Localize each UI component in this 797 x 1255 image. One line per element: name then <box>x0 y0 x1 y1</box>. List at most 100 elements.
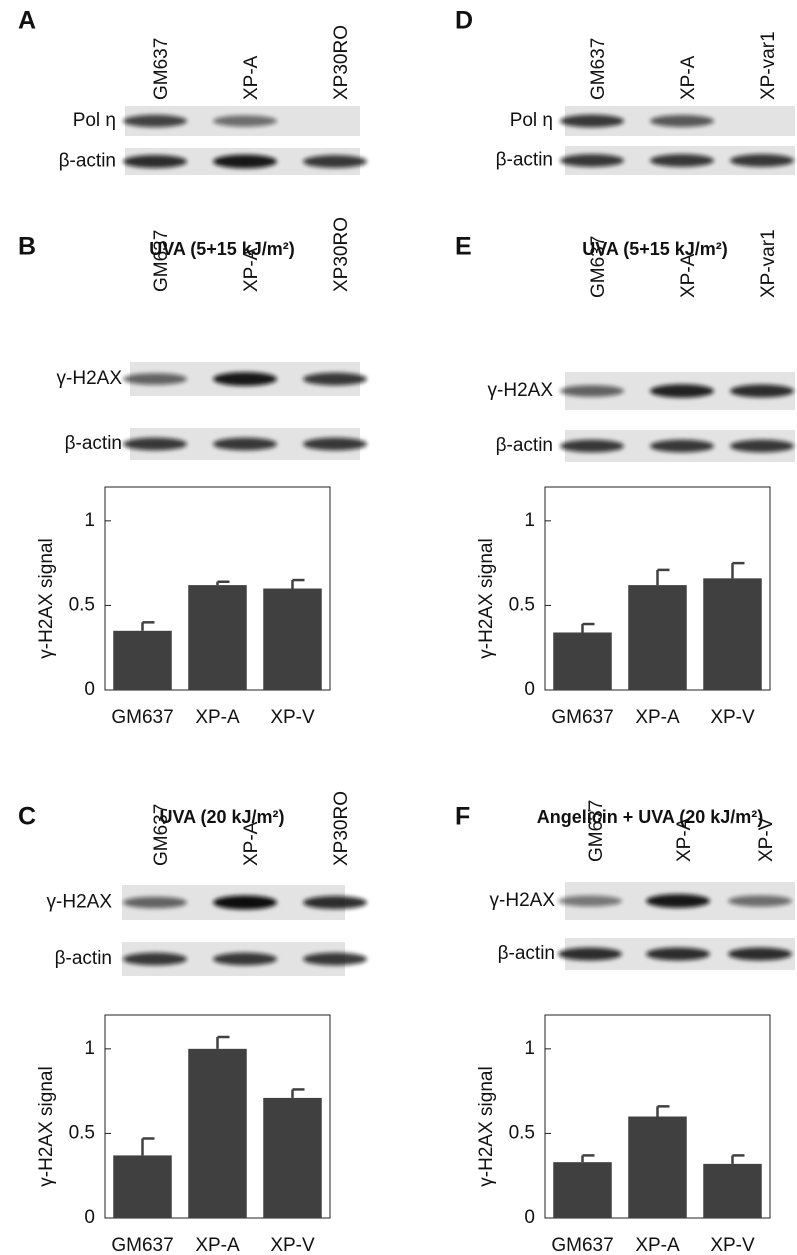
y-tick-label: 1 <box>84 510 95 531</box>
blot-band <box>303 895 367 910</box>
x-tick-label: XP-A <box>195 1235 240 1255</box>
error-bar <box>291 578 305 589</box>
blot-band <box>123 896 187 909</box>
y-axis-label: γ-H2AX signal <box>36 1066 57 1186</box>
bar <box>263 1097 322 1218</box>
blot-band <box>213 154 277 169</box>
error-bar <box>216 1035 230 1049</box>
lane-label: GM637 <box>151 38 172 100</box>
bar <box>113 1155 172 1218</box>
blot-band <box>730 384 794 398</box>
blot-band <box>213 952 277 966</box>
blot-band <box>123 952 187 966</box>
bar <box>188 585 247 690</box>
error-bar <box>141 1137 155 1156</box>
lane-label: XP-A <box>678 253 699 298</box>
y-tick-label: 0.5 <box>509 594 535 615</box>
x-tick-label: XP-V <box>710 707 755 728</box>
bar <box>703 578 762 690</box>
row-label: β-actin <box>55 948 112 969</box>
bar <box>113 630 172 690</box>
error-bar <box>656 1105 670 1117</box>
row-label: β-actin <box>59 151 116 172</box>
row-label: β-actin <box>496 150 553 171</box>
row-label: γ-H2AX <box>57 368 123 389</box>
bar <box>628 585 687 690</box>
lane-label: XP30RO <box>331 25 352 100</box>
bar <box>188 1048 247 1218</box>
row-label: Pol η <box>73 110 116 131</box>
blot-band <box>730 439 794 453</box>
panel-title: UVA (5+15 kJ/m²) <box>149 239 295 259</box>
blot-band <box>123 373 187 385</box>
blot-band <box>558 895 622 907</box>
lane-label: XP-A <box>241 55 262 100</box>
x-tick-label: GM637 <box>551 1235 613 1255</box>
error-bar <box>581 1154 595 1163</box>
panel-title: UVA (5+15 kJ/m²) <box>582 239 728 259</box>
bar <box>628 1116 687 1218</box>
blot-band <box>303 155 367 168</box>
error-bar <box>291 1088 305 1098</box>
y-axis-label: γ-H2AX signal <box>36 538 57 658</box>
lane-label: GM637 <box>586 800 607 862</box>
y-tick-label: 0.5 <box>69 594 95 615</box>
blot-band <box>560 439 624 453</box>
row-label: β-actin <box>496 435 553 456</box>
panel-title: Angelicin + UVA (20 kJ/m²) <box>537 807 764 827</box>
lane-label: XP-A <box>674 817 695 862</box>
bar <box>263 588 322 690</box>
blot-band <box>650 439 714 453</box>
x-tick-label: XP-A <box>635 707 680 728</box>
blot-band <box>213 895 277 910</box>
y-tick-label: 0.5 <box>509 1122 535 1143</box>
panel-letter: E <box>455 233 472 261</box>
bar <box>553 632 612 690</box>
bar <box>703 1163 762 1218</box>
blot-band <box>123 437 187 451</box>
blot-band <box>560 114 624 128</box>
bar <box>553 1162 612 1218</box>
blot-band <box>730 154 794 167</box>
blot-band <box>213 372 277 386</box>
blot-band <box>213 437 277 451</box>
error-bar <box>216 580 230 586</box>
blot-band <box>558 947 622 961</box>
row-label: γ-H2AX <box>490 890 556 911</box>
blot-band <box>650 384 714 398</box>
y-tick-label: 0 <box>84 1207 95 1228</box>
blot-band <box>560 154 624 167</box>
lane-label: GM637 <box>151 230 172 292</box>
blot-band <box>646 894 710 908</box>
y-tick-label: 1 <box>524 510 535 531</box>
y-tick-label: 0 <box>524 679 535 700</box>
error-bar <box>141 621 155 631</box>
error-bar <box>656 568 670 586</box>
blot-band <box>728 895 792 907</box>
y-tick-label: 1 <box>524 1038 535 1059</box>
lane-label: GM637 <box>151 804 172 866</box>
row-label: β-actin <box>498 943 555 964</box>
blot-band <box>650 154 714 167</box>
blot-band <box>303 372 367 386</box>
error-bar <box>731 1154 745 1164</box>
blot-band <box>728 947 792 961</box>
lane-label: GM637 <box>588 236 609 298</box>
lane-label: XP30RO <box>331 217 352 292</box>
lane-label: XP-var1 <box>758 31 779 100</box>
blot-band <box>123 114 187 128</box>
y-tick-label: 0.5 <box>69 1122 95 1143</box>
y-axis-label: γ-H2AX signal <box>476 1066 497 1186</box>
blot-band <box>213 115 277 127</box>
blot-band <box>303 952 367 966</box>
y-tick-label: 1 <box>84 1038 95 1059</box>
lane-label: XP-var1 <box>758 229 779 298</box>
x-tick-label: XP-A <box>195 707 240 728</box>
error-bar <box>731 561 745 579</box>
blot-band <box>303 437 367 451</box>
panel-title: UVA (20 kJ/m²) <box>159 807 284 827</box>
panel-letter: B <box>18 233 36 261</box>
blot-band <box>646 947 710 961</box>
panel-letter: C <box>18 803 36 831</box>
lane-label: XP-A <box>678 55 699 100</box>
